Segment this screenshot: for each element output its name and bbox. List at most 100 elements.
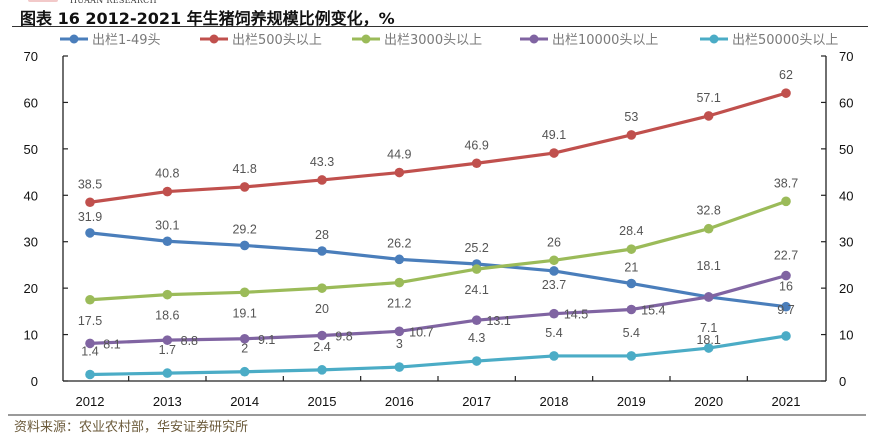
data-label: 28.4 [619, 224, 643, 238]
data-label: 14.5 [564, 308, 588, 322]
x-tick-label: 2013 [153, 394, 182, 409]
data-label: 44.9 [387, 148, 411, 162]
y-tick-label-left: 10 [24, 328, 38, 343]
data-point [781, 88, 791, 98]
data-label: 18.6 [155, 309, 179, 323]
data-label: 21.2 [387, 297, 411, 311]
data-point [317, 283, 327, 293]
data-point [394, 254, 405, 265]
data-point [239, 287, 250, 298]
legend-swatch-marker [709, 34, 719, 44]
y-tick-label-right: 70 [839, 49, 853, 64]
legend-swatch-marker [69, 34, 79, 44]
data-label: 29.2 [232, 222, 256, 236]
data-label: 19.1 [232, 306, 256, 320]
data-point [317, 330, 327, 341]
data-point [471, 315, 482, 325]
x-tick-label: 2021 [772, 394, 801, 409]
data-point [549, 255, 559, 266]
data-point [626, 304, 637, 315]
data-point [549, 266, 559, 276]
series-line-4 [89, 334, 787, 377]
data-label: 23.7 [542, 278, 566, 292]
legend-item-0: 出栏1-49头 [60, 33, 161, 48]
y-tick-label-right: 40 [839, 188, 853, 203]
legend-label: 出栏500头以上 [232, 33, 322, 48]
title-divider [12, 26, 868, 27]
data-label: 9.8 [335, 330, 352, 344]
logo-text: HUAAN RESEARCH [70, 0, 157, 5]
data-label: 17.5 [78, 314, 102, 328]
data-label: 30.1 [155, 218, 179, 232]
x-tick-label: 2014 [230, 394, 259, 409]
data-label: 38.5 [78, 177, 102, 191]
data-point [626, 244, 637, 254]
x-tick-label: 2019 [617, 394, 646, 409]
y-tick-label-left: 40 [24, 188, 38, 203]
x-tick-label: 2012 [76, 394, 105, 409]
data-point [471, 264, 482, 274]
data-point [85, 369, 95, 380]
data-label: 28 [315, 228, 329, 242]
legend: 出栏1-49头 出栏500头以上 出栏3000头以上 出栏10000头以上 出栏5000… [60, 33, 838, 48]
data-point [239, 366, 250, 377]
y-tick-label-right: 10 [839, 328, 853, 343]
data-point [239, 182, 250, 192]
data-label: 21 [624, 261, 638, 275]
data-point [317, 365, 327, 375]
data-label: 4.3 [468, 331, 485, 345]
figure-title: 图表 16 2012-2021 年生猪饲养规模比例变化，% [20, 9, 395, 28]
data-point [781, 196, 791, 207]
data-label: 25.2 [464, 241, 488, 255]
data-label: 9.7 [777, 303, 794, 317]
data-label: 5.4 [623, 326, 640, 340]
data-point [471, 356, 482, 366]
legend-swatch-marker [209, 34, 219, 44]
y-tick-label-right: 30 [839, 235, 853, 250]
data-point [703, 292, 714, 302]
data-label: 18.1 [696, 259, 720, 273]
data-point [162, 368, 173, 378]
x-tick-label: 2018 [540, 394, 569, 409]
data-label: 53 [624, 110, 638, 124]
data-label: 24.1 [464, 283, 488, 297]
data-label: 20 [315, 302, 329, 316]
y-tick-label-right: 20 [839, 281, 853, 296]
data-label: 38.7 [774, 176, 798, 190]
data-point [703, 223, 714, 234]
data-label: 3 [396, 337, 403, 351]
data-point [162, 335, 173, 345]
data-point [162, 289, 173, 300]
legend-label: 出栏3000头以上 [384, 33, 482, 48]
data-label: 32.8 [696, 204, 720, 218]
data-point [549, 148, 559, 158]
data-point [394, 326, 405, 337]
data-label: 31.9 [78, 210, 102, 224]
legend-item-3: 出栏10000头以上 [520, 33, 658, 48]
legend-label: 出栏50000头以上 [732, 33, 838, 48]
data-label: 2.4 [313, 340, 330, 354]
x-tick-label: 2017 [462, 394, 491, 409]
series-line-3 [89, 274, 787, 345]
data-label: 43.3 [310, 155, 334, 169]
source-note: 资料来源：农业农村部，华安证券研究所 [14, 420, 249, 435]
data-label: 5.4 [545, 326, 562, 340]
data-point [162, 186, 173, 197]
data-point [162, 236, 173, 247]
data-point [781, 270, 791, 281]
data-label: 41.8 [232, 162, 256, 176]
legend-item-2: 出栏3000头以上 [352, 33, 482, 48]
data-point [239, 333, 250, 344]
data-point [317, 175, 327, 185]
data-point [703, 111, 714, 121]
data-point [85, 197, 95, 208]
logo-mark [28, 0, 58, 2]
data-point [626, 278, 637, 289]
data-label: 26 [547, 235, 561, 249]
data-label: 1.4 [81, 345, 98, 359]
data-point [703, 343, 714, 353]
data-label: 18.1 [696, 333, 720, 347]
data-point [394, 277, 405, 288]
data-point [549, 308, 559, 319]
